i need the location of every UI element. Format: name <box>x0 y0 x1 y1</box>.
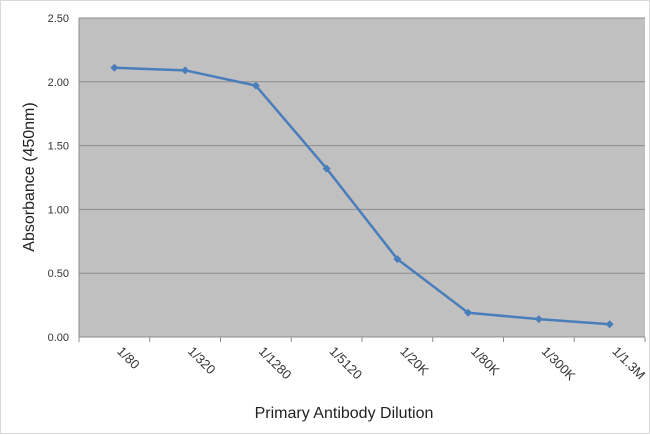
x-tick-label: 1/80 <box>114 344 143 373</box>
data-point-marker <box>464 308 473 317</box>
series-line-group <box>110 63 614 329</box>
data-point-marker <box>181 66 190 75</box>
x-axis-title: Primary Antibody Dilution <box>255 405 434 422</box>
data-point-marker <box>251 81 260 90</box>
x-tick-label: 1/80K <box>468 344 503 379</box>
y-tick-label: 0.50 <box>48 268 69 280</box>
series-line <box>114 66 610 326</box>
y-axis-tick-labels: 0.00 0.50 1.00 1.50 2.00 2.50 <box>48 13 69 344</box>
x-tick-label: 1/1.3M <box>610 344 649 383</box>
data-point-marker <box>110 63 119 72</box>
y-tick-label: 1.50 <box>48 141 69 153</box>
x-tick-label: 1/1280 <box>256 344 295 383</box>
x-tick-label: 1/320 <box>185 344 219 378</box>
y-tick-label: 2.00 <box>48 77 69 89</box>
gridlines <box>78 17 646 342</box>
x-axis-tick-labels: 1/80 1/320 1/1280 1/5120 1/20K 1/80K 1/300K 1/1… <box>114 344 648 384</box>
data-point-marker <box>393 255 402 264</box>
x-tick-label: 1/20K <box>397 344 432 379</box>
y-tick-label: 0.00 <box>48 332 69 344</box>
y-tick-label: 2.50 <box>48 13 69 25</box>
x-tick-label: 1/5120 <box>327 344 366 383</box>
x-tick-label: 1/300K <box>539 344 579 384</box>
data-point-marker <box>605 320 614 329</box>
y-tick-label: 1.00 <box>48 204 69 216</box>
data-point-marker <box>534 315 543 324</box>
plot-area <box>79 18 645 337</box>
y-axis-title: Absorbance (450nm) <box>21 102 38 251</box>
data-point-marker <box>322 164 331 173</box>
